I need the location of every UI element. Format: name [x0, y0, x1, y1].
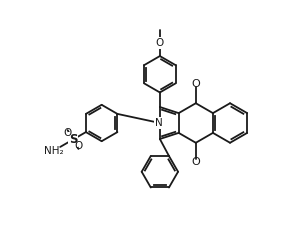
Text: N: N [155, 118, 163, 128]
Text: NH₂: NH₂ [44, 146, 63, 156]
Text: S: S [69, 133, 77, 146]
Text: O: O [74, 141, 83, 151]
Text: O: O [156, 38, 164, 48]
Text: O: O [64, 128, 72, 138]
Text: O: O [191, 156, 200, 167]
Text: O: O [191, 79, 200, 90]
